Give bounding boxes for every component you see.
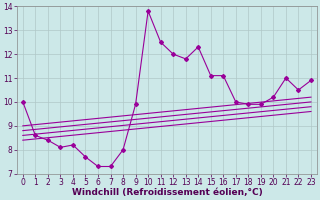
X-axis label: Windchill (Refroidissement éolien,°C): Windchill (Refroidissement éolien,°C)	[72, 188, 262, 197]
